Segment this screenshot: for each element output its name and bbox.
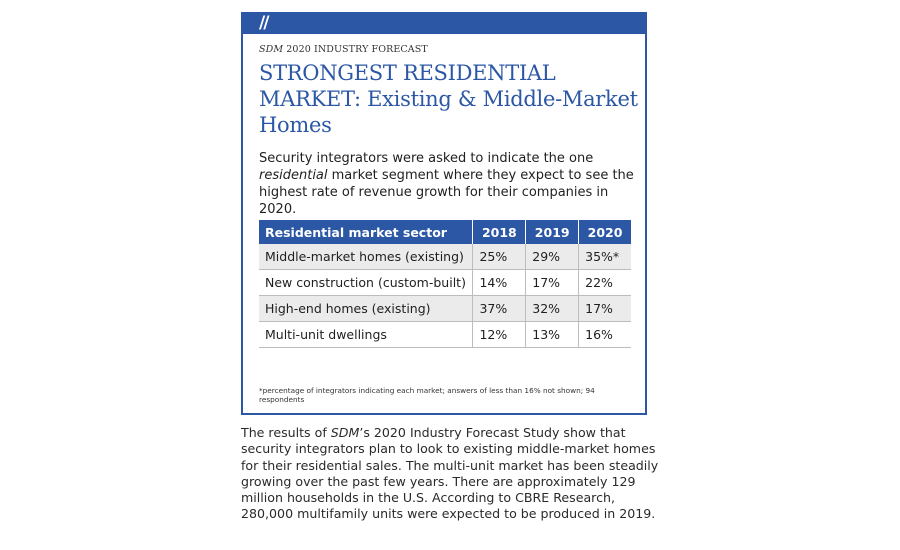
intro-part2: market segment where they expect to see …: [259, 168, 634, 217]
kicker-publication: SDM: [259, 44, 284, 55]
kicker-rest: 2020 INDUSTRY FORECAST: [283, 44, 428, 55]
article-paragraph: The results of SDM’s 2020 Industry Forec…: [241, 425, 661, 523]
row-value-2018: 14%: [472, 269, 527, 296]
row-sector: High-end homes (existing): [259, 295, 474, 322]
table-header-row: Residential market sector 2018 2019 2020: [259, 220, 631, 244]
row-sector: Multi-unit dwellings: [259, 321, 474, 348]
kicker: SDM 2020 INDUSTRY FORECAST: [259, 44, 428, 55]
intro-part1: Security integrators were asked to indic…: [259, 151, 594, 166]
table-row: Middle-market homes (existing) 25% 29% 3…: [259, 244, 631, 270]
row-value-2020: 17%: [578, 295, 631, 322]
row-value-2020: 16%: [578, 321, 631, 348]
article-part1: The results of: [241, 425, 331, 440]
article-part2: ’s 2020 Industry Forecast Study show tha…: [241, 425, 659, 522]
header-sector: Residential market sector: [259, 220, 474, 244]
row-value-2019: 32%: [525, 295, 580, 322]
header-2020: 2020: [578, 220, 631, 244]
row-value-2019: 29%: [525, 244, 580, 270]
row-sector: New construction (custom-built): [259, 269, 474, 296]
row-value-2018: 12%: [472, 321, 527, 348]
row-value-2019: 13%: [525, 321, 580, 348]
card-title: STRONGEST RESIDENTIAL MARKET: Existing &…: [259, 61, 638, 137]
header-2019: 2019: [525, 220, 580, 244]
header-2018: 2018: [472, 220, 527, 244]
row-sector: Middle-market homes (existing): [259, 244, 474, 270]
row-value-2020: 35%*: [578, 244, 631, 270]
row-value-2018: 25%: [472, 244, 527, 270]
slashes-mark: //: [259, 13, 270, 33]
table-footnote: *percentage of integrators indicating ea…: [259, 386, 595, 404]
row-value-2020: 22%: [578, 269, 631, 296]
card-header-bar: //: [243, 13, 645, 34]
table-row: High-end homes (existing) 37% 32% 17%: [259, 295, 631, 322]
article-emphasis: SDM: [330, 425, 360, 440]
intro-emphasis: residential: [259, 168, 328, 183]
table-row: New construction (custom-built) 14% 17% …: [259, 269, 631, 296]
forecast-card: // SDM 2020 INDUSTRY FORECAST STRONGEST …: [241, 12, 647, 415]
row-value-2019: 17%: [525, 269, 580, 296]
residential-market-table: Residential market sector 2018 2019 2020…: [259, 220, 631, 348]
row-value-2018: 37%: [472, 295, 527, 322]
table-row: Multi-unit dwellings 12% 13% 16%: [259, 321, 631, 348]
intro-text: Security integrators were asked to indic…: [259, 150, 639, 218]
